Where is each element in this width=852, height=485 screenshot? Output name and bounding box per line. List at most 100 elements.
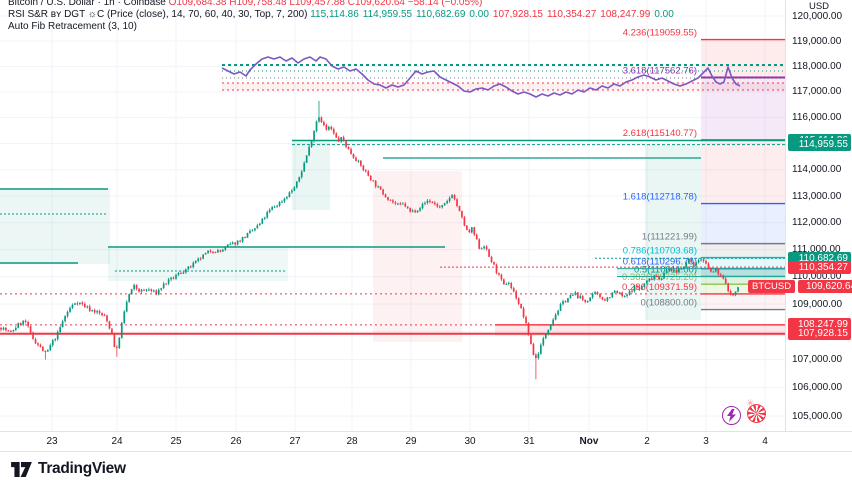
- price-tick-label: 112,000.00: [792, 217, 842, 229]
- candle-body: [313, 131, 315, 141]
- tradingview-logo[interactable]: TradingView: [10, 460, 126, 478]
- lightning-bolt-button[interactable]: [722, 406, 741, 425]
- candle-body: [202, 254, 204, 259]
- candle-body: [37, 343, 39, 345]
- symbol-title[interactable]: Bitcoin / U.S. Dollar: [8, 0, 95, 8]
- candle-body: [357, 160, 360, 162]
- candle-body: [337, 137, 340, 142]
- fib-indicator-name[interactable]: Auto Fib Retracement (3, 10): [8, 21, 137, 32]
- candle-body: [525, 316, 527, 324]
- candle-body: [150, 289, 153, 292]
- fib-level-label: 4.236(119059.55): [623, 28, 697, 39]
- chart-canvas[interactable]: 4.236(119059.55) 3.618(117562.76) 2.618(11…: [0, 0, 785, 431]
- candle-body: [44, 351, 47, 353]
- candle-body: [621, 292, 624, 297]
- candle-body: [480, 248, 483, 250]
- candle-body: [362, 165, 365, 171]
- candle-body: [562, 301, 564, 305]
- rsi-indicator-value: 110,682.69: [416, 9, 466, 20]
- candle-body: [483, 246, 485, 249]
- candle-body: [81, 302, 84, 304]
- candle-body: [724, 278, 727, 284]
- sr-zone: [495, 326, 785, 336]
- candle-body: [443, 203, 446, 206]
- candle-body: [254, 228, 256, 231]
- price-tick-label: 120,000.00: [792, 10, 843, 22]
- candle-body: [729, 291, 732, 294]
- sr-zone: [292, 140, 330, 210]
- rsi-indicator-value: 110,354.27: [546, 9, 597, 20]
- candle-body: [559, 304, 562, 311]
- candle-body: [271, 207, 273, 210]
- candle-body: [554, 314, 557, 320]
- candle-body: [231, 242, 234, 244]
- candle-body: [160, 288, 163, 290]
- candle-body: [293, 187, 296, 191]
- candle-body: [678, 269, 680, 273]
- candle-body: [421, 203, 424, 209]
- candle-body: [310, 140, 313, 147]
- candle-body: [468, 229, 471, 233]
- fib-band: [701, 293, 785, 310]
- candle-body: [505, 284, 508, 286]
- candle-body: [2, 327, 5, 330]
- candle-body: [79, 302, 81, 304]
- candle-body: [606, 297, 609, 301]
- candle-body: [712, 271, 715, 273]
- candle-body: [152, 290, 155, 292]
- candle-body: [475, 234, 478, 240]
- time-tick-label: 31: [523, 436, 535, 447]
- candle-body: [579, 296, 582, 299]
- candlestick-chart[interactable]: 4.236(119059.55) 3.618(117562.76) 2.618(11…: [0, 0, 785, 431]
- candle-body: [140, 289, 143, 292]
- candle-body: [732, 293, 734, 296]
- candle-body: [384, 194, 387, 198]
- candle-body: [574, 292, 577, 295]
- fib-indicator-row[interactable]: Auto Fib Retracement (3, 10): [8, 21, 678, 33]
- candle-body: [51, 340, 54, 346]
- candle-body: [414, 210, 416, 213]
- time-tick-label: 25: [170, 436, 182, 447]
- rsi-indicator-params: (Price (close), 14, 70, 60, 40, 30, Top,…: [106, 9, 308, 20]
- candle-body: [687, 259, 690, 263]
- candle-body: [212, 251, 214, 253]
- price-axis[interactable]: USD 120,000.00 119,000.00 118,000.00 117,00…: [785, 0, 852, 431]
- fib-band: [701, 284, 785, 294]
- candle-body: [498, 272, 500, 275]
- candle-body: [12, 330, 15, 332]
- rsi-indicator-name[interactable]: RSI S&R ʙʏ DGT ☼C: [8, 9, 105, 20]
- candle-body: [14, 327, 17, 331]
- time-axis[interactable]: 23 24 25 26 27 28 29 30 31 Nov 2 3 4: [0, 431, 852, 452]
- symbol-legend-row[interactable]: Bitcoin / U.S. Dollar · 1h · Coinbase O1…: [8, 0, 678, 9]
- candle-body: [42, 346, 44, 352]
- candle-body: [226, 244, 229, 247]
- candle-body: [86, 306, 89, 308]
- candle-body: [394, 202, 397, 204]
- last-price-value: 109,620.64: [798, 279, 852, 293]
- candle-body: [653, 275, 656, 280]
- rsi-indicator-row[interactable]: RSI S&R ʙʏ DGT ☼C (Price (close), 14, 70…: [8, 9, 678, 21]
- fib-level-label: 0.786(110703.68): [623, 246, 697, 257]
- candle-body: [56, 331, 59, 340]
- candle-body: [675, 269, 678, 273]
- candle-body: [194, 260, 197, 263]
- candle-body: [663, 272, 665, 279]
- symbol-tag: BTCUSD: [748, 279, 796, 293]
- candle-body: [658, 276, 661, 280]
- candle-body: [507, 283, 510, 285]
- candle-body: [327, 126, 330, 130]
- candle-body: [318, 117, 320, 122]
- candle-body: [633, 285, 636, 292]
- candle-body: [249, 230, 251, 233]
- candle-body: [157, 289, 160, 295]
- candle-body: [409, 207, 412, 212]
- candle-body: [199, 258, 202, 260]
- price-tick-label: 110,000.00: [792, 271, 842, 283]
- candle-body: [251, 230, 254, 232]
- price-tick-label: 119,000.00: [792, 35, 842, 47]
- rsi-indicator-value: 108,247.99: [600, 9, 651, 20]
- fib-band: [701, 257, 785, 269]
- candle-body: [54, 339, 57, 341]
- lightning-bolt-icon: [727, 409, 736, 422]
